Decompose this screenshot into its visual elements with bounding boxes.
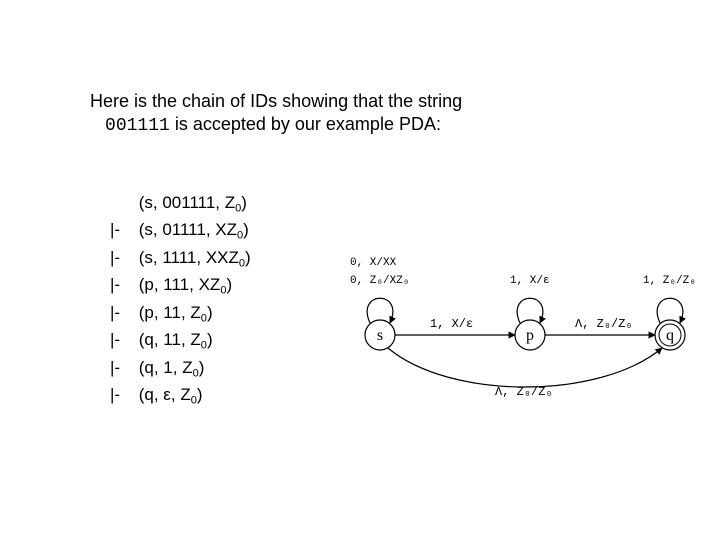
derivation-list: (s, 001111, Z0) |- (s, 01111, XZ0) |- (s…	[110, 190, 251, 409]
deriv-text: (q, 1, Z	[139, 358, 193, 377]
edge-label: 1, X/ε	[430, 317, 473, 331]
deriv-text: (q, ε, Z	[139, 385, 191, 404]
edge-label: 1, Z₀/Z₀	[643, 275, 696, 287]
self-loop-p	[517, 298, 543, 323]
deriv-tail: )	[241, 193, 247, 212]
edge-label: Λ, Z₀/Z₀	[495, 385, 553, 399]
state-q-label: q	[666, 327, 674, 344]
deriv-tail: )	[245, 248, 251, 267]
deriv-text: (s, 1111, XXZ	[139, 248, 239, 267]
turnstile: |-	[110, 327, 134, 353]
deriv-text: (s, 01111, XZ	[139, 220, 237, 239]
deriv-tail: )	[197, 385, 203, 404]
header-line1: Here is the chain of IDs showing that th…	[90, 91, 462, 111]
edge-label: 0, X/XX	[350, 257, 397, 269]
deriv-text: (q, 11, Z	[139, 330, 201, 349]
pda-diagram: 0, X/XX 0, Z₀/XZ₀ 1, X/ε 1, Z₀/Z₀ 1, X/ε…	[330, 235, 710, 405]
turnstile: |-	[110, 355, 134, 381]
turnstile: |-	[110, 272, 134, 298]
deriv-tail: )	[226, 275, 232, 294]
deriv-tail: )	[243, 220, 249, 239]
deriv-text: (p, 111, XZ	[139, 275, 221, 294]
deriv-tail: )	[207, 303, 213, 322]
header-text: Here is the chain of IDs showing that th…	[90, 90, 650, 137]
derivation-row: |- (s, 01111, XZ0)	[110, 217, 251, 244]
edge-label: Λ, Z₀/Z₀	[575, 317, 633, 331]
self-loop-q	[657, 298, 683, 323]
deriv-text: (s, 001111, Z	[139, 193, 235, 212]
self-loop-s	[367, 298, 393, 323]
header-line2-rest: is accepted by our example PDA:	[170, 114, 441, 134]
edge-label: 1, X/ε	[510, 275, 550, 287]
derivation-row: |- (q, ε, Z0)	[110, 382, 251, 409]
derivation-row: |- (q, 11, Z0)	[110, 327, 251, 354]
derivation-row: (s, 001111, Z0)	[110, 190, 251, 217]
deriv-tail: )	[207, 330, 213, 349]
turnstile: |-	[110, 245, 134, 271]
deriv-tail: )	[199, 358, 205, 377]
turnstile: |-	[110, 300, 134, 326]
edge-label: 0, Z₀/XZ₀	[350, 275, 409, 287]
deriv-text: (p, 11, Z	[139, 303, 201, 322]
edge-s-q	[388, 348, 662, 387]
header-code: 001111	[105, 116, 170, 136]
turnstile: |-	[110, 217, 134, 243]
derivation-row: |- (p, 11, Z0)	[110, 300, 251, 327]
state-p-label: p	[526, 327, 534, 344]
state-s-label: s	[377, 327, 383, 344]
derivation-row: |- (q, 1, Z0)	[110, 355, 251, 382]
derivation-row: |- (s, 1111, XXZ0)	[110, 245, 251, 272]
derivation-row: |- (p, 111, XZ0)	[110, 272, 251, 299]
turnstile: |-	[110, 382, 134, 408]
pda-svg: 0, X/XX 0, Z₀/XZ₀ 1, X/ε 1, Z₀/Z₀ 1, X/ε…	[330, 235, 710, 405]
page-root: Here is the chain of IDs showing that th…	[0, 0, 721, 541]
